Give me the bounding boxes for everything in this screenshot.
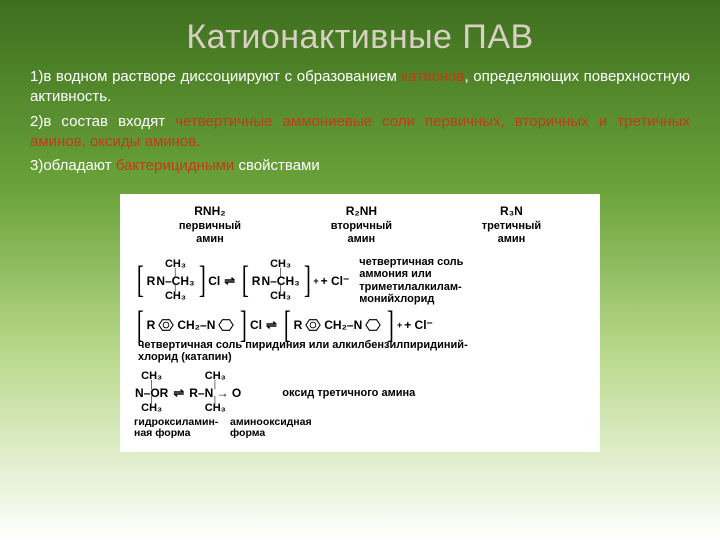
bracket-icon: [ xyxy=(284,314,291,337)
slide-title: Катионактивные ПАВ xyxy=(30,18,690,57)
rx2-right: [ R CH₂ – N ] + xyxy=(281,314,402,337)
point-3: 3)обладают бактерицидными свойствами xyxy=(30,156,690,176)
rx1-desc: четвертичная соль аммония или триметилал… xyxy=(359,256,463,307)
pyridine-ring-icon xyxy=(215,317,237,333)
rx1-left-bracket: [ R CH₃ │ N–CH₃ │ CH₃ ] Cl xyxy=(134,259,220,303)
point-1: 1)в водном растворе диссоциируют с образ… xyxy=(30,67,690,108)
reaction-2: [ R CH₂ – N ] Cl ⇌ [ R CH₂ – N xyxy=(134,314,586,337)
amine-primary-label: первичный амин xyxy=(179,220,241,245)
figure-container: RNH₂ первичный амин R₂NH вторичный амин … xyxy=(30,194,690,452)
rx2-equilibrium: ⇌ xyxy=(266,317,277,333)
rx1-nstack-right: CH₃ │ N–CH₃ │ CH₃ xyxy=(261,259,299,303)
p1-a: 1)в водном растворе диссоциируют с образ… xyxy=(30,68,401,85)
amine-secondary: R₂NH вторичный амин xyxy=(331,204,392,245)
reaction-3: CH₃ │ N–OR │ CH₃ ⇌ CH₃ │ R–N → O │ CH₃ о… xyxy=(134,371,586,415)
rx3-right-stack: CH₃ │ R–N → O │ CH₃ xyxy=(189,371,241,415)
amine-tertiary-label: третичный амин xyxy=(482,220,541,245)
rx1-charge: + xyxy=(313,276,318,286)
rx3-form2: аминооксидная форма xyxy=(230,417,340,440)
rx1-clminus: + Cl⁻ xyxy=(321,274,350,288)
bracket-icon: [ xyxy=(242,269,249,292)
bracket-icon: ] xyxy=(304,269,311,292)
rx3-desc: оксид третичного амина xyxy=(282,387,415,400)
rx1-anion-l: Cl xyxy=(208,274,220,288)
amine-primary-formula: RNH₂ xyxy=(179,204,241,218)
amine-tertiary-formula: R₃N xyxy=(482,204,541,218)
amine-row: RNH₂ первичный амин R₂NH вторичный амин … xyxy=(134,204,586,245)
p3-b: свойствами xyxy=(234,157,319,174)
bracket-icon: ] xyxy=(198,269,205,292)
pyridine-ring-icon xyxy=(362,317,384,333)
rx2-caption: четвертичная соль пиридиния или алкилбен… xyxy=(138,339,586,363)
slide: Катионактивные ПАВ 1)в водном растворе д… xyxy=(0,0,720,540)
benzene-ring-icon xyxy=(302,317,324,333)
amine-primary: RNH₂ первичный амин xyxy=(179,204,241,245)
rx3-forms: гидроксиламин- ная форма аминооксидная ф… xyxy=(134,417,586,440)
benzene-ring-icon xyxy=(155,317,177,333)
rx1-equilibrium: ⇌ xyxy=(224,273,235,289)
amine-tertiary: R₃N третичный амин xyxy=(482,204,541,245)
amine-secondary-label: вторичный амин xyxy=(331,220,392,245)
rx3-form1: гидроксиламин- ная форма xyxy=(134,417,224,440)
bracket-icon: [ xyxy=(137,314,144,337)
rx2-left: [ R CH₂ – N ] Cl xyxy=(134,314,262,337)
rx1-right-bracket: [ R CH₃ │ N–CH₃ │ CH₃ ] + xyxy=(239,259,318,303)
point-2: 2)в состав входят четвертичные аммониевы… xyxy=(30,112,690,153)
p3-highlight: бактерицидными xyxy=(116,157,235,174)
bracket-icon: ] xyxy=(387,314,394,337)
p3-a: 3)обладают xyxy=(30,157,116,174)
p2-a: 2)в состав входят xyxy=(30,113,175,130)
bracket-icon: [ xyxy=(137,269,144,292)
rx2-clminus: + Cl⁻ xyxy=(404,318,433,332)
body-text: 1)в водном растворе диссоциируют с образ… xyxy=(30,67,690,176)
reaction-1: [ R CH₃ │ N–CH₃ │ CH₃ ] Cl ⇌ [ R xyxy=(134,256,586,307)
rx1-R: R xyxy=(147,274,156,288)
rx3-left-stack: CH₃ │ N–OR │ CH₃ xyxy=(135,371,168,415)
bracket-icon: ] xyxy=(240,314,247,337)
chemistry-figure: RNH₂ первичный амин R₂NH вторичный амин … xyxy=(120,194,600,452)
rx1-nstack-left: CH₃ │ N–CH₃ │ CH₃ xyxy=(156,259,194,303)
p1-highlight: катионов xyxy=(401,68,464,85)
amine-secondary-formula: R₂NH xyxy=(331,204,392,218)
rx3-equilibrium: ⇌ xyxy=(173,385,184,401)
